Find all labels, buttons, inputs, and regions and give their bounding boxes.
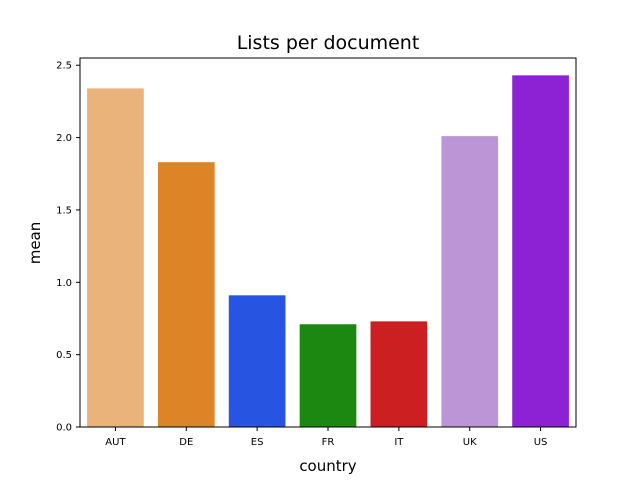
x-tick-label: FR [322,437,335,448]
bar-uk [441,136,499,427]
bar-aut [87,88,144,427]
x-tick-label: UK [463,437,477,448]
x-tick-label: DE [179,437,193,448]
y-tick-label: 0.5 [56,350,72,361]
x-tick-label: ES [251,437,264,448]
y-tick-label: 2.5 [56,61,72,72]
x-tick-label: IT [394,437,404,448]
bar-us [512,75,569,427]
y-tick-label: 0.0 [56,423,72,434]
y-axis: 0.0 0.5 1.0 1.5 2.0 2.5 [56,61,80,434]
y-tick-label: 1.5 [56,205,72,216]
x-axis-label: country [299,457,356,475]
bar-fr [299,324,357,427]
bar-it [370,321,428,427]
x-axis: AUT DE ES FR IT UK US [105,427,547,448]
plot-frame [79,57,577,428]
x-tick-label: US [534,437,548,448]
y-axis-label: mean [26,222,44,265]
y-tick-label: 2.0 [56,133,72,144]
x-tick-label: AUT [105,437,126,448]
bars-group [87,75,569,427]
y-tick-label: 1.0 [56,278,72,289]
bar-es [228,295,286,427]
bar-de [157,162,215,427]
chart-title: Lists per document [237,32,420,54]
